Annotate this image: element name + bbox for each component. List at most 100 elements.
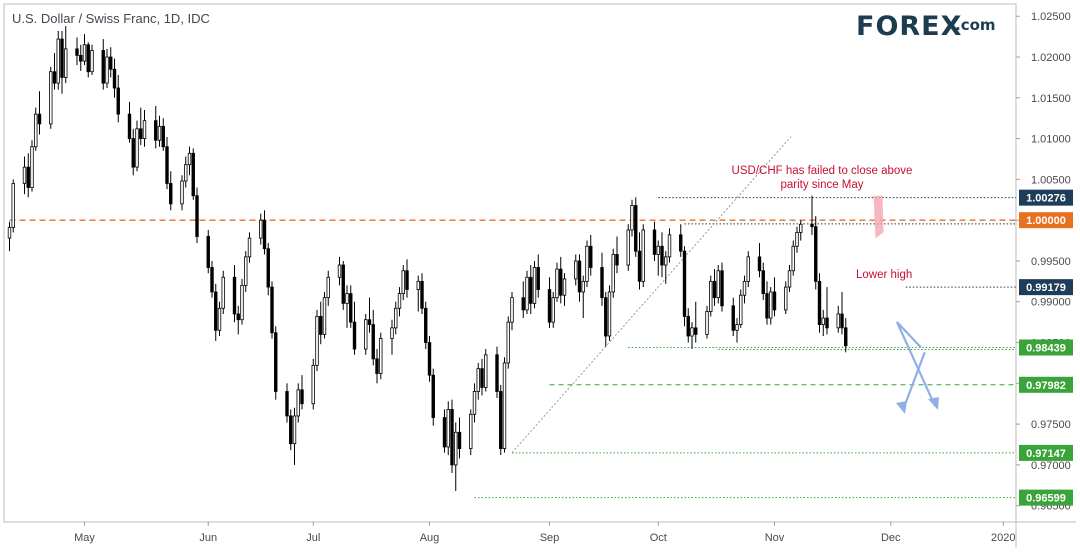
candle-body-up (626, 229, 630, 266)
candle-body-down (521, 297, 525, 311)
price-tick-label: 1.02500 (1031, 11, 1071, 23)
candle (244, 251, 248, 292)
candle-body-down (679, 234, 683, 252)
candle (457, 417, 462, 459)
annotation-lower-high: Lower high (856, 269, 912, 281)
candle-body-up (502, 362, 507, 449)
candle (390, 319, 394, 355)
candle-body-up (401, 270, 405, 294)
level-tag-value: 1.00000 (1026, 215, 1066, 227)
candle (26, 153, 30, 198)
candle (547, 277, 552, 328)
candle (506, 316, 510, 369)
candle (735, 318, 739, 343)
level-tag-box (1019, 489, 1073, 506)
level-tag-value: 0.99179 (1026, 282, 1066, 294)
candle (184, 156, 188, 188)
level-tag-box (1019, 444, 1073, 461)
time-tick-label: Dec (881, 532, 901, 544)
candle-body-up (739, 294, 743, 325)
candle-body-up (769, 291, 773, 319)
candle (79, 44, 83, 71)
candle-body-down (810, 223, 814, 228)
candle-body-down (127, 113, 132, 139)
candle (112, 58, 117, 98)
candle (529, 265, 533, 314)
candle (232, 265, 237, 323)
level-tag: 1.00276 (1019, 189, 1073, 206)
candle (259, 213, 263, 245)
candle-body-down (232, 276, 237, 315)
candle (169, 171, 173, 211)
candle (611, 248, 615, 298)
candle-body-up (705, 311, 709, 335)
candle (769, 287, 773, 325)
candle-body-down (731, 305, 735, 331)
candle (840, 291, 844, 335)
candle (345, 285, 349, 328)
candle-body-up (247, 237, 252, 258)
candle (262, 210, 267, 255)
candle-body-up (656, 245, 660, 255)
candle (525, 270, 529, 314)
candle (484, 349, 488, 392)
candle-body-down (191, 152, 195, 197)
level-tag: 0.99179 (1019, 279, 1073, 296)
candle (757, 243, 762, 278)
candle-body-down (169, 183, 173, 205)
candle-body-up (562, 278, 567, 296)
candle-body-down (352, 321, 357, 350)
candle-body-down (289, 415, 293, 445)
candle-body-down (420, 280, 424, 309)
candle-body-up (416, 280, 420, 290)
candle (349, 285, 353, 328)
candle-body-down (814, 226, 818, 282)
candle-body-down (442, 417, 447, 448)
candle-body-up (292, 415, 297, 445)
candle (442, 409, 447, 453)
forex-logo: FOREX .com (856, 11, 996, 42)
candle-body-up (607, 291, 612, 337)
candle (787, 265, 792, 292)
candle (652, 221, 657, 261)
candle (195, 187, 199, 244)
candle (521, 281, 525, 319)
candle (476, 362, 480, 400)
candle-body-up (551, 297, 555, 323)
candle (101, 39, 105, 90)
candle (694, 301, 698, 343)
candle-body-up (821, 317, 825, 325)
candle (300, 375, 304, 410)
candle-body-up (446, 409, 450, 448)
candle-body-up (510, 297, 514, 323)
candle (469, 409, 473, 456)
candle (247, 232, 252, 263)
candle (825, 287, 829, 335)
candle (82, 34, 87, 66)
candle-body-down (112, 68, 117, 89)
candle (206, 229, 210, 274)
projection-arrowhead-b (896, 401, 907, 414)
candle (127, 101, 132, 143)
candle (810, 195, 814, 235)
candle (784, 281, 788, 314)
candle-body-up (135, 128, 139, 168)
candle-body-down (652, 229, 657, 255)
candle (142, 110, 147, 147)
candle (795, 226, 799, 253)
candle-body-up (180, 180, 184, 205)
projection-arrowhead-a (928, 397, 939, 410)
price-level-tags: 1.00276 1.00000 0.99179 0.98439 0.97982 0.971… (1019, 189, 1073, 506)
candle-body-down (529, 276, 533, 304)
candle (641, 224, 645, 288)
candle (821, 309, 825, 337)
candle-body-down (210, 267, 214, 293)
candle-body-up (581, 280, 585, 293)
candle-body-down (60, 38, 64, 78)
candle-body-down (589, 245, 593, 268)
candle (446, 401, 450, 456)
candle (22, 156, 27, 195)
candle (420, 273, 424, 314)
candle-body-down (761, 270, 765, 294)
